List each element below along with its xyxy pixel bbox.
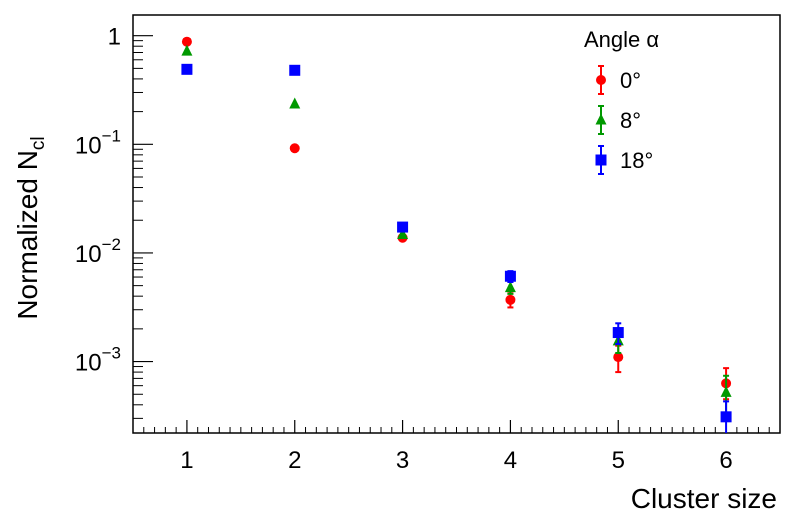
data-point — [181, 36, 192, 47]
legend-entry: 8° — [595, 105, 641, 135]
data-series — [181, 36, 732, 433]
y-tick-label: 1 — [108, 24, 121, 51]
data-point — [720, 411, 732, 423]
data-point — [505, 294, 516, 305]
x-tick-label: 2 — [288, 447, 301, 474]
x-axis: 1 2 3 4 5 6 — [143, 420, 781, 474]
legend-entry: 18° — [595, 145, 653, 175]
y-tick-label-base: 10 — [75, 132, 102, 159]
data-point — [720, 385, 732, 397]
legend-label: 8° — [620, 108, 641, 133]
y-axis: 110−110−210−3 — [75, 24, 153, 419]
y-tick-label-base: 10 — [75, 241, 102, 268]
y-tick-label-exponent: −2 — [102, 235, 121, 254]
y-tick-label-exponent: −3 — [102, 344, 121, 363]
y-tick-label-exponent: −1 — [102, 126, 121, 145]
legend-label: 0° — [620, 68, 641, 93]
data-point — [612, 327, 624, 339]
x-tick-label: 4 — [504, 447, 517, 474]
plot-frame — [132, 14, 781, 434]
data-point — [181, 44, 193, 56]
y-tick-label-base: 1 — [108, 24, 121, 51]
y-axis-title: Normalized Ncl — [12, 136, 49, 319]
series-3 — [181, 63, 732, 433]
legend-marker — [596, 75, 606, 85]
series-2 — [181, 44, 732, 420]
x-axis-title: Cluster size — [631, 483, 777, 514]
data-point — [181, 63, 193, 75]
series-1 — [181, 36, 732, 401]
y-tick-label: 10−3 — [75, 344, 121, 377]
data-point — [397, 221, 409, 233]
legend-entry: 0° — [596, 65, 641, 95]
data-point — [504, 281, 516, 293]
legend-marker — [595, 154, 607, 166]
data-point — [613, 352, 624, 363]
data-point — [289, 97, 301, 109]
legend-label: 18° — [620, 148, 653, 173]
data-point — [289, 64, 301, 76]
y-tick-label: 10−2 — [75, 235, 121, 268]
legend-marker — [595, 113, 607, 125]
y-axis-title-main: Normalized N — [12, 150, 43, 320]
legend: Angle α 0° 8° 18° — [584, 27, 659, 175]
x-tick-label: 6 — [719, 447, 732, 474]
data-point — [504, 270, 516, 282]
y-tick-label: 10−1 — [75, 126, 121, 159]
x-tick-label: 3 — [396, 447, 409, 474]
y-axis-title-subscript: cl — [28, 136, 49, 150]
data-point — [289, 143, 300, 154]
legend-title: Angle α — [584, 27, 659, 52]
x-tick-label: 5 — [612, 447, 625, 474]
x-tick-label: 1 — [180, 447, 193, 474]
data-point — [397, 227, 409, 239]
y-tick-label-base: 10 — [75, 350, 102, 377]
